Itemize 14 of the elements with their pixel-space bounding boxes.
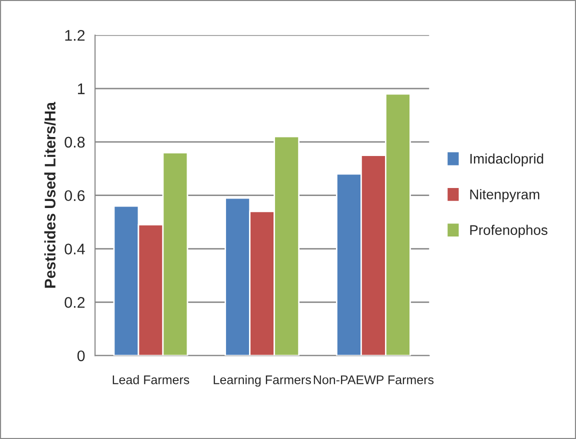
x-tick-label: Lead Farmers bbox=[112, 375, 190, 384]
y-tick-label: 0.6 bbox=[64, 190, 85, 202]
legend-label: Imidacloprid bbox=[470, 153, 544, 166]
y-tick-label: 1.2 bbox=[65, 30, 85, 41]
y-tick-label: 0.8 bbox=[64, 136, 85, 148]
y-tick-label: 0.4 bbox=[64, 244, 85, 254]
legend-label: Profenophos bbox=[470, 224, 548, 238]
y-tick-label: 0 bbox=[77, 350, 85, 362]
y-tick-label: 0.2 bbox=[64, 297, 85, 308]
x-tick-label: Learning Farmers bbox=[214, 375, 311, 387]
y-tick-label: 1 bbox=[78, 84, 85, 94]
x-tick-label: Non-PAEWP Farmers bbox=[314, 375, 434, 384]
y-axis-title: Pesticides Used Liters/Ha bbox=[44, 102, 56, 288]
legend-label: Nitenpyram bbox=[470, 189, 540, 202]
